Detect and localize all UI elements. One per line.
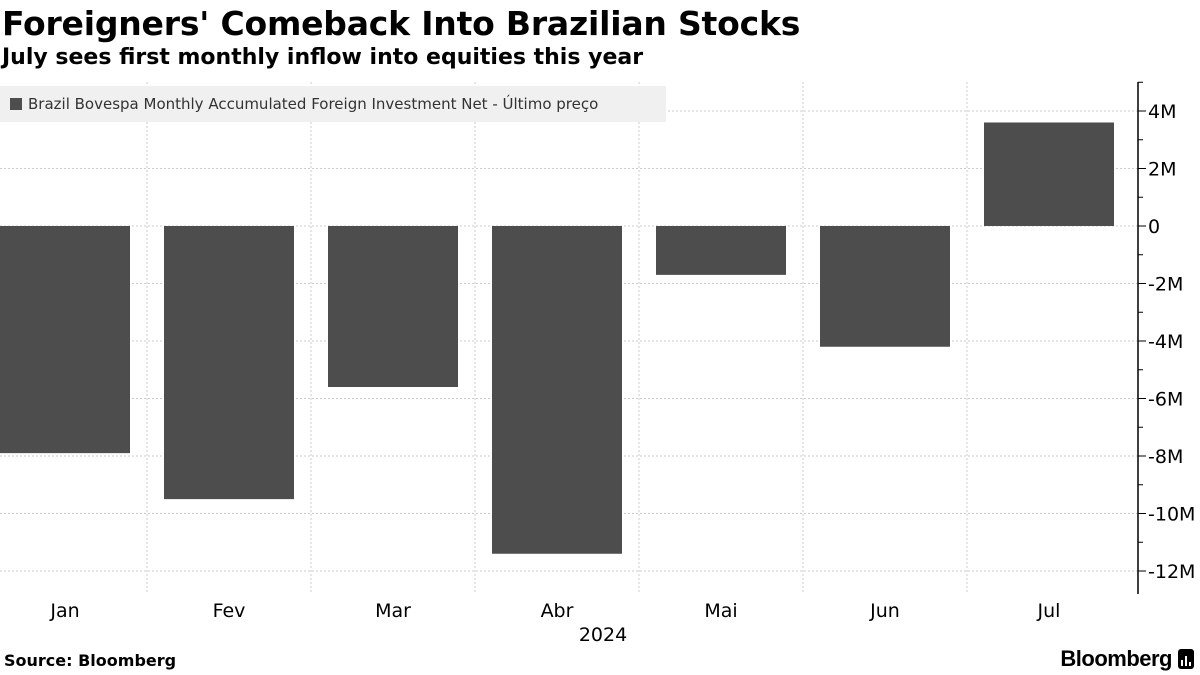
legend: Brazil Bovespa Monthly Accumulated Forei… <box>0 86 666 122</box>
bar-jun <box>820 226 950 347</box>
y-tick-label: -8M <box>1148 446 1183 468</box>
brand-name: Bloomberg <box>1060 646 1172 671</box>
chart-subtitle: July sees first monthly inflow into equi… <box>2 45 644 70</box>
legend-swatch <box>10 98 22 110</box>
x-tick-label: Fev <box>213 600 246 622</box>
bloomberg-terminal-icon <box>1178 649 1194 669</box>
legend-label: Brazil Bovespa Monthly Accumulated Forei… <box>28 95 599 113</box>
y-tick-label: 2M <box>1148 159 1176 181</box>
y-tick-label: -12M <box>1148 561 1195 583</box>
x-tick-label: Mai <box>704 600 737 622</box>
x-tick-label: Jun <box>869 600 900 622</box>
bar-mai <box>656 226 786 275</box>
y-tick-label: -4M <box>1148 331 1183 353</box>
y-tick-label: -2M <box>1148 274 1183 296</box>
x-tick-label: Jan <box>49 600 79 622</box>
source-note: Source: Bloomberg <box>4 651 177 670</box>
bar-mar <box>328 226 458 387</box>
x-tick-label: Abr <box>541 600 574 622</box>
y-tick-label: 4M <box>1148 101 1176 123</box>
y-tick-label: 0 <box>1148 216 1160 238</box>
bar-fev <box>164 226 294 500</box>
bar-abr <box>492 226 622 554</box>
brand-logo: Bloomberg <box>1060 646 1194 672</box>
y-tick-label: -6M <box>1148 389 1183 411</box>
x-tick-label: Mar <box>375 600 411 622</box>
chart-title: Foreigners' Comeback Into Brazilian Stoc… <box>2 4 801 43</box>
bar-jul <box>984 122 1114 226</box>
x-tick-label: Jul <box>1037 600 1061 622</box>
x-axis-year-label: 2024 <box>579 624 627 646</box>
bar-jan <box>0 226 130 454</box>
y-tick-label: -10M <box>1148 504 1195 526</box>
